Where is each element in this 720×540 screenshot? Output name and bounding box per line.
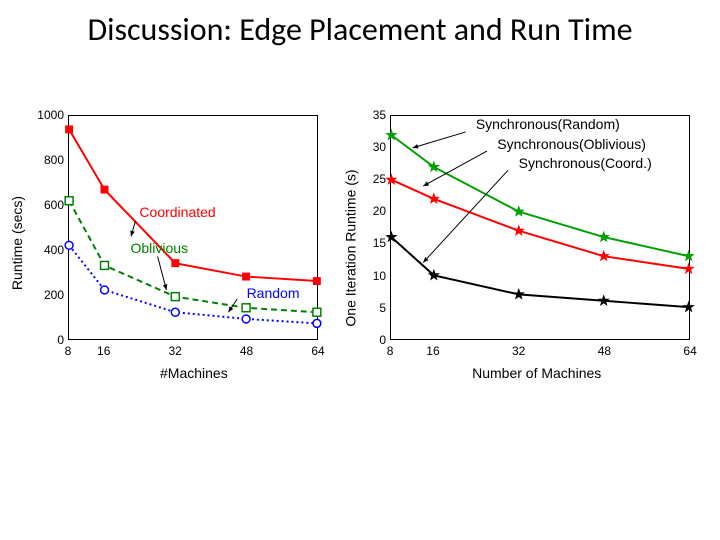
ytick: 5 [350, 301, 386, 315]
plot-area-left [68, 115, 318, 340]
xlabel-left: #Machines [160, 365, 228, 381]
ytick: 400 [28, 243, 64, 257]
chart-svg-left [69, 116, 317, 339]
ylabel-left: Runtime (secs) [9, 196, 25, 290]
series-label: Synchronous(Oblivious) [497, 136, 646, 152]
ytick: 25 [350, 172, 386, 186]
series-label: Synchronous(Random) [476, 116, 620, 132]
xtick: 48 [237, 344, 257, 358]
series-label: Coordinated [139, 204, 215, 220]
series-label: Oblivious [131, 240, 189, 256]
xtick: 16 [423, 344, 443, 358]
xlabel-right: Number of Machines [472, 365, 601, 381]
page-title: Discussion: Edge Placement and Run Time [0, 0, 720, 55]
ytick: 10 [350, 269, 386, 283]
charts-row: Runtime (secs) 02004006008001000 8163248… [0, 55, 720, 395]
xtick: 64 [308, 344, 328, 358]
series-label: Synchronous(Coord.) [519, 155, 652, 171]
ytick: 20 [350, 204, 386, 218]
xtick: 48 [594, 344, 614, 358]
ytick: 30 [350, 140, 386, 154]
xtick: 8 [58, 344, 78, 358]
chart-iteration: One Iteration Runtime (s) 05101520253035… [342, 105, 710, 395]
xtick: 16 [94, 344, 114, 358]
ytick: 35 [350, 108, 386, 122]
xtick: 8 [380, 344, 400, 358]
series-label: Random [247, 285, 300, 301]
ytick: 15 [350, 236, 386, 250]
xtick: 32 [509, 344, 529, 358]
chart-runtime: Runtime (secs) 02004006008001000 8163248… [10, 105, 338, 395]
ytick: 600 [28, 198, 64, 212]
ytick: 1000 [28, 108, 64, 122]
xtick: 32 [165, 344, 185, 358]
ytick: 800 [28, 153, 64, 167]
ytick: 200 [28, 288, 64, 302]
xtick: 64 [680, 344, 700, 358]
